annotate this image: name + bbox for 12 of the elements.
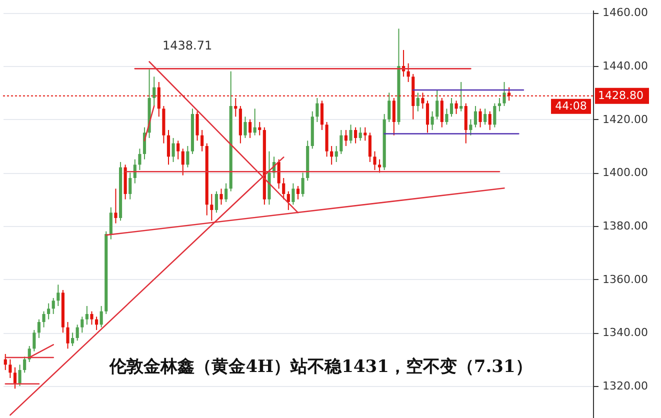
annotation: 伦敦金林鑫（黄金4H）站不稳1431，空不变（7.31） [108,357,532,377]
y-tick-label: 1460.00 [602,6,648,20]
y-tick-label: 1420.00 [602,112,648,126]
y-tick-label: 1440.00 [602,60,648,72]
ref-line-label: 1428.80 [598,88,644,102]
annotation: 44:08 [555,99,587,112]
y-tick-label: 1360.00 [602,272,648,286]
y-tick-label: 1320.00 [602,380,648,392]
y-tick-label: 1340.00 [602,326,648,340]
y-tick-label: 1400.00 [602,166,648,180]
y-tick-label: 1380.00 [602,220,648,232]
annotation: 1438.71 [162,38,212,52]
